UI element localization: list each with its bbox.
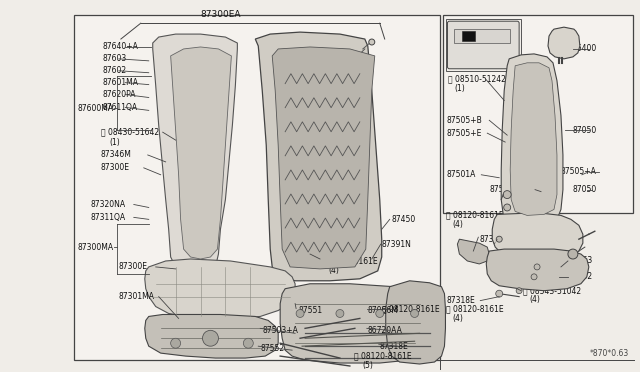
Polygon shape — [458, 239, 489, 264]
Text: (1): (1) — [109, 138, 120, 147]
Circle shape — [296, 310, 304, 317]
Text: 87600MA: 87600MA — [77, 104, 113, 113]
Text: 87320NA: 87320NA — [91, 200, 126, 209]
Text: 87505+D: 87505+D — [489, 185, 526, 194]
Polygon shape — [171, 47, 232, 259]
Text: 87602: 87602 — [103, 66, 127, 75]
Text: 87050: 87050 — [573, 185, 596, 194]
Circle shape — [369, 39, 375, 45]
Text: Ⓑ 08120-8161E: Ⓑ 08120-8161E — [447, 210, 504, 219]
Text: *870*0.63: *870*0.63 — [589, 349, 628, 358]
Circle shape — [411, 310, 419, 317]
Text: 87300E: 87300E — [119, 262, 148, 272]
Circle shape — [568, 249, 578, 259]
Text: 87552: 87552 — [260, 344, 284, 353]
Text: 86720AA: 86720AA — [368, 326, 403, 335]
Circle shape — [243, 338, 253, 348]
Polygon shape — [145, 259, 295, 318]
Circle shape — [496, 236, 502, 242]
Polygon shape — [548, 27, 580, 59]
Text: 87503+A: 87503+A — [262, 326, 298, 335]
Polygon shape — [501, 54, 563, 225]
Text: 87620PA: 87620PA — [103, 90, 136, 99]
Circle shape — [516, 288, 522, 294]
Text: (4): (4) — [452, 314, 463, 323]
Text: 87505+E: 87505+E — [447, 129, 482, 138]
Text: 87450: 87450 — [392, 215, 416, 224]
Text: 87311QA: 87311QA — [91, 213, 126, 222]
Text: Ⓢ 08510-51242: Ⓢ 08510-51242 — [449, 74, 506, 83]
Text: 87063: 87063 — [569, 256, 593, 266]
Circle shape — [496, 290, 502, 297]
Text: 87501A: 87501A — [447, 170, 476, 179]
Polygon shape — [510, 63, 557, 215]
Circle shape — [202, 330, 218, 346]
Text: Ⓢ 08543-51042: Ⓢ 08543-51042 — [523, 286, 581, 295]
Text: 87062: 87062 — [569, 272, 593, 281]
Text: (4): (4) — [328, 266, 339, 275]
Text: 87640+A: 87640+A — [103, 42, 139, 51]
Text: (5): (5) — [363, 360, 374, 369]
Circle shape — [504, 204, 511, 211]
Text: 87505+A: 87505+A — [561, 167, 596, 176]
Polygon shape — [272, 47, 375, 269]
Text: 87066M: 87066M — [368, 306, 399, 315]
Text: 87603: 87603 — [103, 54, 127, 63]
Circle shape — [531, 274, 537, 280]
Text: Ⓑ 08120-8161E: Ⓑ 08120-8161E — [447, 304, 504, 313]
Bar — [462, 31, 476, 41]
Polygon shape — [386, 281, 445, 364]
Text: Ⓑ 08120-8161E: Ⓑ 08120-8161E — [381, 304, 439, 313]
Text: 87300MA: 87300MA — [77, 243, 113, 251]
Polygon shape — [255, 32, 381, 281]
Text: 87300E: 87300E — [101, 163, 130, 172]
Circle shape — [534, 264, 540, 270]
Text: 87300EA: 87300EA — [200, 10, 241, 19]
Text: 87318E: 87318E — [380, 342, 408, 351]
Text: 87318E: 87318E — [447, 296, 475, 305]
Text: 87380: 87380 — [479, 235, 504, 244]
Circle shape — [336, 310, 344, 317]
Text: 87505+B: 87505+B — [447, 116, 482, 125]
Text: 86400: 86400 — [573, 44, 596, 54]
Circle shape — [503, 190, 511, 199]
FancyBboxPatch shape — [447, 21, 519, 69]
Bar — [74, 15, 440, 360]
Polygon shape — [492, 214, 583, 259]
Text: 87551: 87551 — [298, 306, 322, 315]
Circle shape — [171, 338, 180, 348]
Bar — [444, 15, 632, 214]
Text: 87391N: 87391N — [381, 240, 412, 248]
Text: (1): (1) — [454, 84, 465, 93]
Text: 87346M: 87346M — [101, 150, 132, 160]
Text: (4): (4) — [452, 220, 463, 229]
Text: 87301MA: 87301MA — [119, 292, 155, 301]
Circle shape — [376, 310, 384, 317]
Polygon shape — [280, 284, 431, 363]
Text: Ⓑ 08120-8161E: Ⓑ 08120-8161E — [354, 352, 412, 360]
Polygon shape — [145, 314, 278, 358]
Text: 87601MA: 87601MA — [103, 78, 139, 87]
Polygon shape — [153, 34, 237, 271]
Text: (4): (4) — [529, 295, 540, 304]
Text: 87611QA: 87611QA — [103, 103, 138, 112]
Bar — [447, 19, 521, 71]
Bar — [454, 29, 510, 43]
Polygon shape — [486, 249, 589, 291]
Text: Ⓑ 08120-8161E: Ⓑ 08120-8161E — [320, 256, 378, 266]
Text: 87050: 87050 — [573, 126, 596, 135]
Text: Ⓢ 08430-51642: Ⓢ 08430-51642 — [101, 128, 159, 137]
